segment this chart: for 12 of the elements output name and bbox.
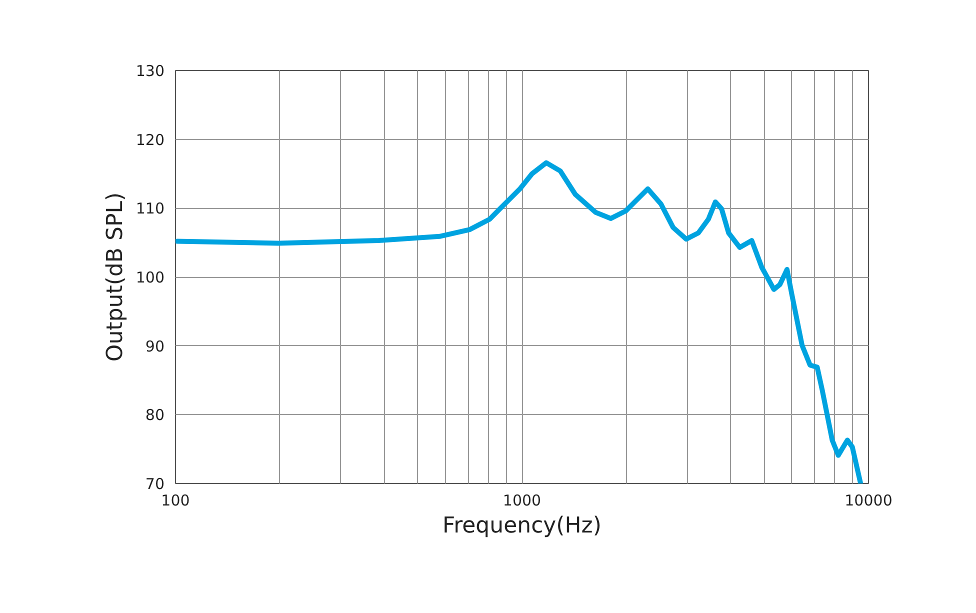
y-tick-label: 100	[136, 268, 165, 286]
y-tick-label: 80	[145, 406, 165, 424]
y-tick-label: 120	[136, 130, 165, 149]
y-tick-label: 110	[136, 200, 165, 218]
y-tick-label: 130	[136, 62, 165, 80]
x-axis-title: Frequency(Hz)	[442, 514, 602, 538]
y-axis-title: Output(dB SPL)	[102, 192, 128, 362]
y-tick-label: 90	[145, 337, 165, 356]
x-tick-label: 1000	[502, 492, 542, 510]
x-tick-label: 10000	[844, 492, 892, 510]
x-tick-label: 100	[161, 492, 190, 510]
y-tick-label: 70	[145, 475, 165, 493]
